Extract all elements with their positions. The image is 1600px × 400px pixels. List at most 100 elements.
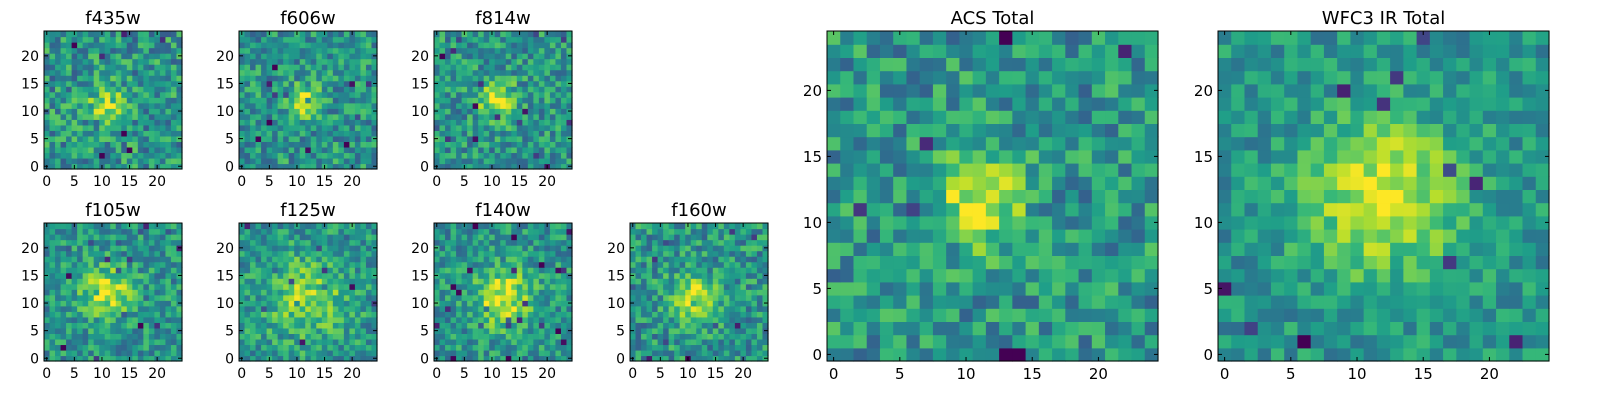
heatmap-cell <box>467 47 474 54</box>
heatmap-cell <box>261 157 268 165</box>
heatmap-cell <box>115 31 122 38</box>
heatmap-cell <box>143 42 150 49</box>
heatmap-cell <box>159 31 167 38</box>
heatmap-cell <box>371 42 378 49</box>
heatmap-cell <box>110 239 117 246</box>
heatmap-cell <box>272 47 279 54</box>
heatmap-cell <box>126 91 133 98</box>
heatmap-cell <box>170 86 178 93</box>
heatmap-cell <box>159 322 167 329</box>
heatmap-cell <box>461 311 468 318</box>
heatmap-cell <box>354 234 362 241</box>
heatmap-cell <box>522 283 529 290</box>
heatmap-cell <box>538 305 545 312</box>
heatmap-cell <box>946 281 960 296</box>
heatmap-cell <box>505 119 512 126</box>
heatmap-cell <box>137 31 144 38</box>
heatmap-cell <box>668 228 675 235</box>
heatmap-cell <box>321 58 328 65</box>
heatmap-cell <box>999 268 1013 283</box>
heatmap-cell <box>668 256 675 263</box>
y-tick-label: 20 <box>21 241 39 257</box>
heatmap-cell <box>544 75 551 82</box>
heatmap-cell <box>549 228 557 235</box>
heatmap-cell <box>126 322 133 329</box>
heatmap-cell <box>630 261 637 268</box>
heatmap-cell <box>641 283 648 290</box>
heatmap-cell <box>959 242 974 256</box>
heatmap-cell <box>294 108 301 115</box>
heatmap-cell <box>1025 321 1040 336</box>
heatmap-cell <box>999 295 1013 309</box>
heatmap-cell <box>60 250 67 257</box>
heatmap-cell <box>489 64 496 71</box>
heatmap-cell <box>500 234 507 241</box>
heatmap-cell <box>729 267 736 274</box>
heatmap-cell <box>734 311 741 318</box>
heatmap-cell <box>354 316 362 323</box>
heatmap-cell <box>696 250 703 257</box>
heatmap-cell <box>82 256 89 263</box>
heatmap-cell <box>365 223 373 230</box>
heatmap-cell <box>143 344 150 351</box>
heatmap-cell <box>365 36 373 43</box>
heatmap-cell <box>294 152 301 159</box>
heatmap-cell <box>266 80 273 87</box>
heatmap-cell <box>88 146 95 154</box>
heatmap-cell <box>456 80 463 87</box>
heatmap-cell <box>756 327 764 334</box>
heatmap-cell <box>840 268 855 283</box>
heatmap-cell <box>544 146 551 154</box>
heatmap-cell <box>1012 163 1027 177</box>
heatmap-cell <box>450 91 457 98</box>
heatmap-cell <box>679 300 686 307</box>
heatmap-cell <box>450 349 457 357</box>
heatmap-cell <box>500 245 507 252</box>
heatmap-cell <box>126 278 133 285</box>
heatmap-cell <box>115 311 122 318</box>
heatmap-cell <box>685 322 692 329</box>
heatmap-cell <box>696 349 703 357</box>
heatmap-cell <box>316 47 323 54</box>
heatmap-cell <box>718 283 725 290</box>
heatmap-cell <box>55 130 62 137</box>
heatmap-cell <box>66 344 73 351</box>
heatmap-cell <box>299 344 306 351</box>
heatmap-cell <box>93 278 100 285</box>
heatmap-cell <box>483 36 490 43</box>
heatmap-cell <box>332 228 339 235</box>
heatmap-cell <box>985 281 1000 296</box>
heatmap-cell <box>652 283 659 290</box>
heatmap-cell <box>255 349 262 357</box>
heatmap-cell <box>712 311 719 318</box>
heatmap-cell <box>478 316 485 323</box>
heatmap-cell <box>104 113 111 120</box>
heatmap-cell <box>360 102 367 109</box>
heatmap-cell <box>729 300 736 307</box>
heatmap-cell <box>663 261 670 268</box>
heatmap-cell <box>316 272 323 279</box>
heatmap-cell <box>288 234 295 241</box>
heatmap-cell <box>707 239 714 246</box>
heatmap-cell <box>505 316 512 323</box>
heatmap-cell <box>343 289 350 296</box>
heatmap-cell <box>250 42 257 49</box>
heatmap-cell <box>332 157 339 165</box>
heatmap-cell <box>49 300 56 307</box>
heatmap-cell <box>959 347 974 362</box>
heatmap-cell <box>533 283 540 290</box>
heatmap-cell <box>71 141 78 148</box>
heatmap-cell <box>505 108 512 115</box>
heatmap-cell <box>538 108 545 115</box>
heatmap-cell <box>250 86 257 93</box>
heatmap-cell <box>1025 308 1040 322</box>
heatmap-cell <box>283 349 290 357</box>
heatmap-cell <box>745 256 753 263</box>
heatmap-cell <box>751 322 758 329</box>
heatmap-cell <box>745 316 753 323</box>
heatmap-cell <box>349 283 356 290</box>
heatmap-cell <box>60 64 67 71</box>
heatmap-cell <box>255 53 262 60</box>
heatmap-cell <box>104 223 111 230</box>
